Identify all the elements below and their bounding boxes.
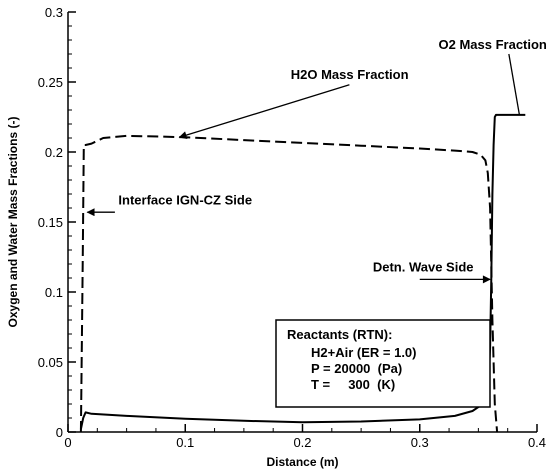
annotation-label-h2o: H2O Mass Fraction bbox=[291, 67, 409, 82]
y-tick-label: 0.15 bbox=[38, 215, 63, 230]
x-tick-label: 0.2 bbox=[293, 435, 311, 450]
x-axis-label: Distance (m) bbox=[266, 455, 338, 469]
annotation-arrow-o2 bbox=[508, 53, 521, 116]
series-layer bbox=[79, 113, 526, 433]
annotation-label-o2: O2 Mass Fraction bbox=[439, 37, 547, 52]
y-axis-label: Oxygen and Water Mass Fractions (-) bbox=[6, 117, 20, 328]
x-tick-label: 0.1 bbox=[176, 435, 194, 450]
info-box-line: H2+Air (ER = 1.0) bbox=[311, 345, 417, 360]
x-tick-label: 0.3 bbox=[411, 435, 429, 450]
y-tick-label: 0.3 bbox=[45, 5, 63, 20]
y-tick-label: 0.2 bbox=[45, 145, 63, 160]
annotation-label-ign: Interface IGN-CZ Side bbox=[118, 193, 252, 208]
annotation-arrow-h2o bbox=[178, 84, 350, 139]
info-box-frame bbox=[275, 319, 491, 408]
y-tick-label: 0.05 bbox=[38, 355, 63, 370]
annotation-layer: H2O Mass Fraction O2 Mass Fraction Interfa… bbox=[86, 37, 547, 284]
series-line-h2o bbox=[79, 134, 499, 433]
info-box-line: T = 300 (K) bbox=[311, 377, 395, 392]
axes: 0 0.1 0.2 0.3 0.4 0 0.05 0.1 0.15 0.2 0.25 0.3 bbox=[38, 5, 546, 450]
y-tick-label: 0 bbox=[56, 425, 63, 440]
info-box: Reactants (RTN): H2+Air (ER = 1.0)P = 200… bbox=[275, 319, 491, 408]
x-tick-label: 0 bbox=[64, 435, 71, 450]
x-tick-label: 0.4 bbox=[528, 435, 546, 450]
info-box-line: Reactants (RTN): bbox=[287, 327, 392, 342]
y-tick-label: 0.1 bbox=[45, 285, 63, 300]
info-box-line: P = 20000 (Pa) bbox=[311, 361, 402, 376]
y-tick-label: 0.25 bbox=[38, 75, 63, 90]
annotation-label-detn: Detn. Wave Side bbox=[373, 260, 474, 275]
series-line-o2 bbox=[79, 113, 526, 430]
